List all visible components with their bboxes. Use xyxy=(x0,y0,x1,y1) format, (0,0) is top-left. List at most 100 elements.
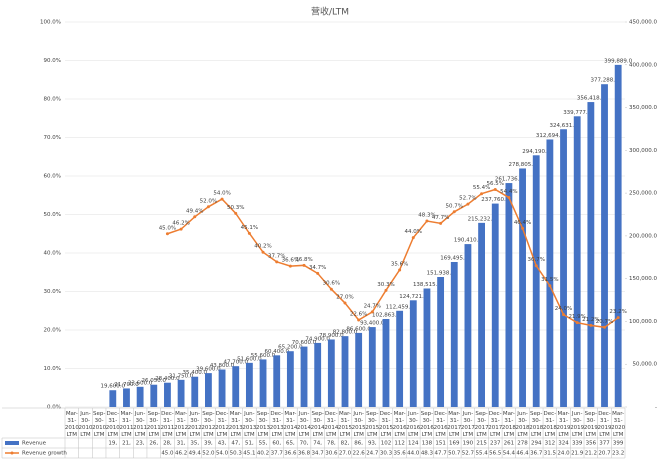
bar xyxy=(327,339,335,407)
line-point xyxy=(521,226,525,230)
x-tick-label-line: LTM xyxy=(135,432,146,438)
x-tick-label-line: 2014 xyxy=(324,425,338,431)
table-cell: 44.0 xyxy=(407,451,420,457)
x-tick-label-line: LTM xyxy=(353,432,364,438)
x-tick-label: Jun-30-2013 LTM xyxy=(242,411,256,438)
table-cell: 49.4 xyxy=(189,451,202,457)
table-cell: 93, xyxy=(368,441,377,447)
bar xyxy=(437,277,445,407)
y-tick-label: 30.0% xyxy=(44,289,61,295)
x-tick-label-line: 30- xyxy=(409,418,418,424)
line-value-label: 52.7% xyxy=(459,196,476,202)
table-cell: 65, xyxy=(286,441,295,447)
line-value-label: 56.5% xyxy=(487,181,504,187)
bar xyxy=(614,64,622,407)
x-tick-label-line: Mar- xyxy=(339,411,351,417)
bar xyxy=(587,102,595,407)
bar-value-label: 377,288.0 xyxy=(591,78,619,84)
x-tick-label: Mar-31-2017 LTM xyxy=(447,411,461,438)
bar xyxy=(368,327,376,407)
line-value-label: 44.0% xyxy=(405,229,422,235)
table-cell: 46.4 xyxy=(516,451,529,457)
x-tick-label-line: Mar- xyxy=(394,411,406,417)
table-cell: 169 xyxy=(449,441,460,447)
x-tick-label-line: 2015 xyxy=(365,425,379,431)
x-tick-label-line: LTM xyxy=(176,432,187,438)
x-tick-label-line: LTM xyxy=(435,432,446,438)
x-tick-label-line: Mar- xyxy=(230,411,242,417)
x-tick-label-line: 31- xyxy=(67,418,76,424)
x-tick-label-line: LTM xyxy=(312,432,323,438)
y-tick-label: 90.0% xyxy=(44,58,61,64)
line-value-label: 31.5% xyxy=(541,277,558,283)
table-cell: 36.8 xyxy=(298,451,311,457)
bar-value-label: 356,418.0 xyxy=(577,96,605,102)
x-tick-label-line: Jun- xyxy=(407,411,419,417)
x-tick-label-line: 2016 xyxy=(406,425,420,431)
table-cell: 78, xyxy=(327,441,336,447)
x-tick-label: Dec-31-2010 LTM xyxy=(106,411,120,438)
x-tick-label: Mar-31-2011 LTM xyxy=(119,411,133,438)
x-tick-label-line: LTM xyxy=(121,432,132,438)
line-value-label: 30.6% xyxy=(323,281,340,287)
x-tick-label-line: 2010 xyxy=(106,425,120,431)
line-point xyxy=(589,323,593,327)
x-tick-label-line: 31- xyxy=(436,418,445,424)
x-tick-label-line: 2012 xyxy=(174,425,188,431)
line-point xyxy=(343,301,347,305)
x-tick-label-line: 2019 xyxy=(584,425,598,431)
x-tick-label-line: LTM xyxy=(299,432,310,438)
bar xyxy=(150,384,158,407)
table-cell: 45.1 xyxy=(243,451,255,457)
x-tick-label-line: Sep- xyxy=(202,411,214,417)
x-tick-label-line: 30- xyxy=(354,418,363,424)
table-cell: 21, xyxy=(122,441,131,447)
table-cell: 151 xyxy=(435,441,446,447)
line-point xyxy=(493,187,497,191)
x-tick-label-line: Sep- xyxy=(366,411,378,417)
x-tick-label-line: 31- xyxy=(491,418,500,424)
bar xyxy=(205,373,212,407)
table-cell: 190 xyxy=(463,441,474,447)
table-cell: 399 xyxy=(613,441,624,447)
x-tick-label-line: Sep- xyxy=(312,411,324,417)
line-value-label: 27.0% xyxy=(336,295,353,301)
bar xyxy=(573,116,581,407)
bar-value-label: 312,694.0 xyxy=(536,133,564,139)
bar xyxy=(123,388,130,407)
line-point xyxy=(316,271,320,275)
x-tick-label: Sep-30-2015 LTM xyxy=(365,411,379,438)
y-tick-label: 70.0% xyxy=(44,135,61,141)
x-tick-label-line: 30- xyxy=(300,418,309,424)
table-cell: 324 xyxy=(558,441,569,447)
x-tick-label-line: Jun- xyxy=(134,411,146,417)
bar-value-label: 21,700.0 xyxy=(114,382,139,388)
bar xyxy=(382,318,390,407)
x-tick-label-line: 31- xyxy=(600,418,609,424)
x-tick-label: Dec-31-2015 LTM xyxy=(379,411,393,438)
x-tick-label: Jun-30-2019 LTM xyxy=(570,411,584,438)
bar-value-label: 51,600.0 xyxy=(237,356,262,362)
x-tick-label-line: 30- xyxy=(136,418,145,424)
x-tick-label-line: LTM xyxy=(367,432,378,438)
bar xyxy=(245,362,253,407)
table-cell: 28, xyxy=(163,441,172,447)
x-tick-label: Mar-31-2010 LTM xyxy=(65,411,79,438)
line-value-label: 34.7% xyxy=(309,265,326,271)
bar xyxy=(109,390,117,407)
x-tick-label-line: Sep- xyxy=(421,411,433,417)
bar xyxy=(546,139,554,408)
x-tick-label-line: LTM xyxy=(449,432,460,438)
table-cell: 35.6 xyxy=(394,451,407,457)
bar xyxy=(409,300,417,407)
x-tick-label: Dec-31-2018 LTM xyxy=(543,411,557,438)
bar-value-label: 47,700.0 xyxy=(223,360,248,366)
x-tick-label-line: 2017 xyxy=(475,425,489,431)
bar-value-label: 55,600.0 xyxy=(251,353,276,359)
bar xyxy=(218,369,226,407)
bar-value-label: 65,200.0 xyxy=(278,345,303,351)
x-tick-label: Dec-31-2012 LTM xyxy=(215,411,229,438)
table-cell: 70, xyxy=(300,441,309,447)
bar xyxy=(519,168,526,407)
